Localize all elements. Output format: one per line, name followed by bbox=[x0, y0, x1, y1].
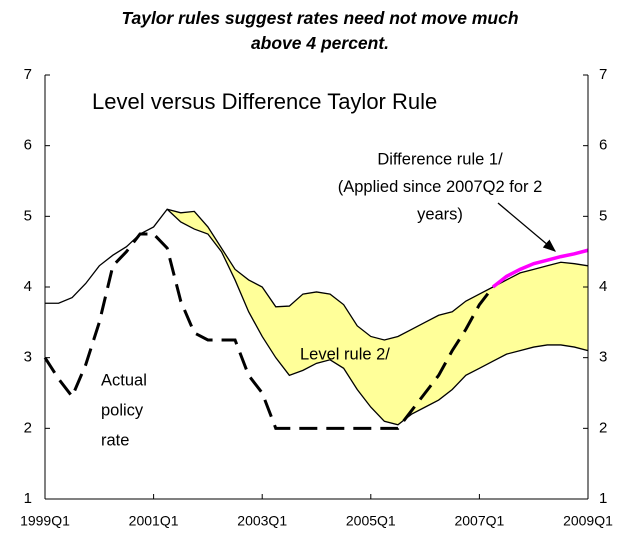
level-rule-band bbox=[167, 209, 589, 425]
y-tick-label: 3 bbox=[24, 349, 32, 366]
annotation: policy bbox=[101, 401, 144, 419]
band-edge bbox=[166, 208, 589, 426]
annotation: years) bbox=[417, 205, 463, 223]
y2-tick-label: 6 bbox=[599, 137, 607, 154]
y2-tick-label: 1 bbox=[599, 490, 607, 507]
x-tick-label: 2001Q1 bbox=[129, 513, 179, 529]
y-tick-label: 1 bbox=[24, 490, 32, 507]
annotation: Actual bbox=[101, 371, 147, 389]
y-tick-label: 7 bbox=[24, 66, 32, 83]
y2-tick-label: 4 bbox=[599, 278, 607, 295]
annotation: (Applied since 2007Q2 for 2 bbox=[338, 178, 543, 196]
y2-tick-label: 5 bbox=[599, 207, 607, 224]
annotation: rate bbox=[101, 431, 129, 449]
x-tick-label: 1999Q1 bbox=[20, 513, 70, 529]
annotation: Level rule 2/ bbox=[300, 345, 390, 363]
chart-title: Taylor rules suggest rates need not move… bbox=[0, 6, 631, 56]
y2-tick-label: 3 bbox=[599, 349, 607, 366]
annotation-arrow bbox=[497, 202, 556, 252]
y2-tick-label: 7 bbox=[599, 66, 607, 83]
annotation: Difference rule 1/ bbox=[377, 150, 503, 168]
y-tick-label: 5 bbox=[24, 207, 32, 224]
chart-subtitle: Level versus Difference Taylor Rule bbox=[92, 89, 437, 114]
x-tick-label: 2009Q1 bbox=[563, 513, 613, 529]
x-tick-label: 2003Q1 bbox=[237, 513, 287, 529]
y2-tick-label: 2 bbox=[599, 419, 607, 436]
y-tick-label: 4 bbox=[24, 278, 32, 295]
series-line bbox=[43, 232, 495, 430]
title-line: above 4 percent. bbox=[250, 33, 390, 53]
x-tick-label: 2005Q1 bbox=[346, 513, 396, 529]
y-tick-label: 6 bbox=[24, 137, 32, 154]
y-tick-label: 2 bbox=[24, 419, 32, 436]
title-line: Taylor rules suggest rates need not move… bbox=[121, 8, 519, 28]
series-line bbox=[491, 248, 589, 289]
x-tick-label: 2007Q1 bbox=[454, 513, 504, 529]
